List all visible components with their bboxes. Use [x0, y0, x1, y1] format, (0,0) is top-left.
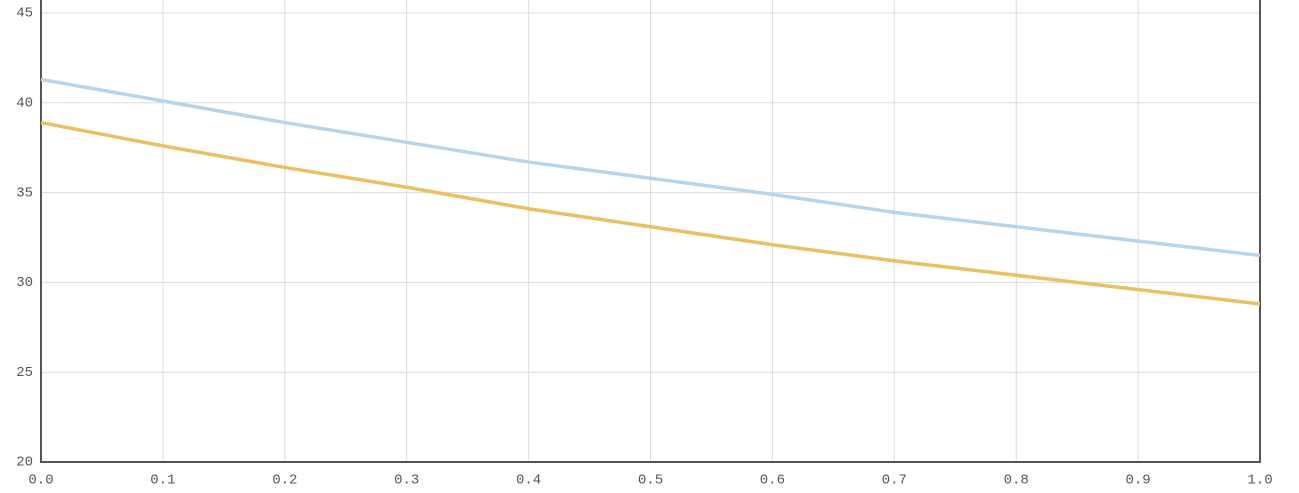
x-tick-label: 0.9 [1125, 473, 1150, 489]
x-tick-label: 1.0 [1247, 473, 1272, 489]
y-tick-label: 25 [16, 365, 33, 381]
x-tick-label: 0.3 [394, 473, 419, 489]
x-tick-label: 0.1 [150, 473, 175, 489]
line-series [40, 120, 1261, 306]
x-tick-label: 0.5 [638, 473, 663, 489]
y-tick-label: 45 [16, 6, 33, 22]
x-tick-label: 0.0 [28, 473, 53, 489]
y-tick-label: 20 [16, 455, 33, 471]
y-tick-label: 40 [16, 96, 33, 112]
x-tick-label: 0.4 [516, 473, 541, 489]
x-tick-label: 0.8 [1004, 473, 1029, 489]
x-tick-label: 0.2 [272, 473, 297, 489]
x-tick-label: 0.7 [882, 473, 907, 489]
x-tick-label: 0.6 [760, 473, 785, 489]
line-series [40, 77, 1261, 258]
y-tick-label: 30 [16, 275, 33, 291]
y-tick-label: 35 [16, 185, 33, 201]
